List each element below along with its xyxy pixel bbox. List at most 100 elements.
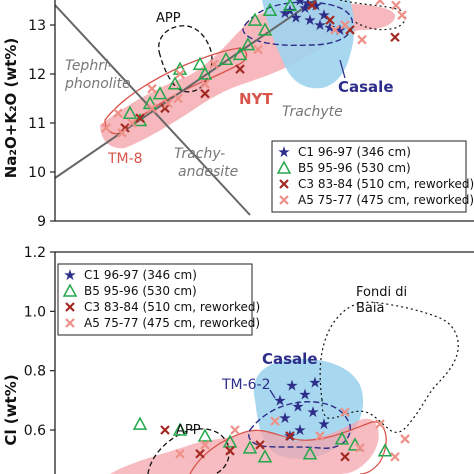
top-legend-symbol-3 bbox=[279, 195, 289, 205]
bottom-point-s1-4 bbox=[242, 440, 258, 454]
top-point-s3-17 bbox=[340, 20, 350, 30]
top-legend-symbol-1 bbox=[276, 160, 292, 174]
top-point-s0-4: ★ bbox=[317, 6, 330, 24]
top-legend-label-0: C1 96-97 (346 cm) bbox=[298, 145, 411, 159]
bottom-point-s3-2 bbox=[230, 425, 240, 435]
top-point-s1-1 bbox=[247, 12, 263, 26]
top-point-s0-1: ★ bbox=[301, 0, 314, 12]
tm-region-bottom bbox=[189, 421, 387, 474]
top-point-s3-2 bbox=[397, 10, 407, 20]
top-ylabel: Na₂O+K₂O (wt%) bbox=[2, 38, 20, 179]
top-point-s2-2 bbox=[390, 32, 400, 43]
top-plot-area: ★★★★ ★★ ★★★★ ★★ bbox=[55, 0, 407, 216]
top-point-s0-10: ★ bbox=[298, 0, 311, 17]
top-point-s3-13 bbox=[117, 128, 127, 138]
top-point-s3-16 bbox=[357, 34, 367, 45]
top-point-s0-5: ★ bbox=[289, 9, 302, 27]
bottom-point-s3-1 bbox=[200, 440, 210, 450]
top-point-s3-1 bbox=[391, 0, 401, 11]
bottom-tick-label-2: 1.0 bbox=[24, 304, 46, 320]
bottom-point-s3-6 bbox=[390, 451, 400, 462]
bottom-point-s1-7 bbox=[377, 443, 393, 457]
bottom-point-s2-2 bbox=[255, 440, 265, 450]
bottom-panel: ★★★★★★★★★★ 0.60.81.01.2 Cl (wt%) Fondi d… bbox=[2, 245, 474, 474]
top-tick-label-3: 12 bbox=[28, 67, 46, 83]
top-point-s3-9 bbox=[147, 103, 157, 114]
tm62-pointer bbox=[269, 389, 276, 399]
bottom-ylabel: Cl (wt%) bbox=[2, 374, 20, 445]
top-point-s3-0 bbox=[375, 0, 385, 6]
top-point-s3-3 bbox=[330, 25, 340, 35]
top-point-s1-5 bbox=[197, 66, 213, 80]
bottom-point-s2-4 bbox=[160, 425, 170, 435]
app-region-bottom bbox=[147, 428, 230, 474]
top-point-s2-7 bbox=[235, 64, 245, 74]
top-point-s3-7 bbox=[147, 83, 157, 94]
bottom-point-s1-8 bbox=[257, 449, 273, 463]
casale-pointer-top bbox=[339, 59, 346, 79]
region-label-app-bottom: APP bbox=[176, 423, 201, 438]
top-y-ticks: 9 10 11 12 13 bbox=[28, 18, 55, 230]
bottom-point-s1-1 bbox=[172, 422, 188, 436]
bottom-point-s3-9 bbox=[340, 407, 350, 417]
bottom-point-s3-4 bbox=[315, 431, 325, 441]
bottom-point-s1-9 bbox=[334, 431, 350, 445]
top-point-s3-14 bbox=[200, 79, 210, 89]
top-point-s1-8 bbox=[142, 95, 158, 110]
bottom-point-s2-3 bbox=[285, 431, 295, 441]
field-label-andesite: andesite bbox=[178, 164, 238, 180]
bottom-point-s2-1 bbox=[225, 446, 235, 456]
region-label-app-top: APP bbox=[156, 11, 181, 26]
bottom-legend-symbol-1 bbox=[62, 283, 78, 297]
field-label-trachyte: Trachyte bbox=[282, 104, 343, 120]
field-label-trachy: Trachy- bbox=[174, 146, 225, 162]
top-panel: ★★★★ ★★ ★★★★ ★★ 9 10 11 12 13 Na₂O+K₂O (wt%) Te… bbox=[2, 0, 474, 230]
bottom-point-s1-2 bbox=[197, 428, 213, 442]
top-data-points: ★★★★ ★★ ★★★★ ★★ bbox=[101, 0, 407, 138]
top-point-s2-4 bbox=[135, 113, 145, 123]
bottom-point-s0-1: ★ bbox=[285, 377, 298, 395]
top-point-s3-11 bbox=[127, 118, 137, 128]
bottom-point-s3-5 bbox=[355, 443, 365, 453]
top-point-s3-10 bbox=[113, 108, 123, 118]
bottom-legend-label-0: C1 96-97 (346 cm) bbox=[84, 268, 197, 282]
bottom-point-s0-7: ★ bbox=[317, 415, 330, 433]
top-tick-label-4: 13 bbox=[28, 18, 46, 34]
region-label-fondi: Fondi di bbox=[356, 285, 407, 300]
bottom-point-s3-8 bbox=[375, 419, 385, 429]
top-point-s1-12 bbox=[240, 37, 256, 51]
bottom-tick-label-3: 1.2 bbox=[24, 245, 46, 261]
bottom-point-s1-5 bbox=[302, 446, 318, 460]
casale-dashed-region-bottom bbox=[248, 401, 351, 449]
top-point-s1-7 bbox=[152, 86, 168, 100]
top-point-s3-6 bbox=[175, 69, 185, 79]
bottom-point-s0-4: ★ bbox=[291, 397, 304, 415]
bottom-point-s0-8: ★ bbox=[293, 421, 306, 439]
bottom-point-s2-0 bbox=[195, 448, 205, 459]
top-point-s2-3 bbox=[160, 103, 170, 114]
region-label-tm8: TM-8 bbox=[107, 151, 143, 167]
top-legend: ★ C1 96-97 (346 cm) B5 95-96 (530 cm) C3 83… bbox=[271, 140, 474, 213]
bottom-point-s0-5: ★ bbox=[306, 403, 319, 421]
region-label-casale-top: Casale bbox=[338, 78, 394, 96]
region-label-casale-bottom: Casale bbox=[262, 350, 318, 368]
bottom-point-s0-3: ★ bbox=[273, 391, 286, 409]
bottom-point-s0-6: ★ bbox=[278, 409, 291, 427]
bottom-point-s2-5 bbox=[340, 451, 350, 462]
top-point-s1-13 bbox=[232, 46, 248, 61]
top-point-s1-11 bbox=[282, 0, 298, 12]
top-point-s3-12 bbox=[101, 123, 111, 133]
region-label-baia: Baia bbox=[356, 301, 384, 316]
bottom-point-s1-0 bbox=[132, 416, 148, 430]
bottom-plot-area: ★★★★★★★★★★ bbox=[110, 301, 459, 474]
bottom-point-s3-3 bbox=[270, 416, 280, 426]
top-point-s3-15 bbox=[163, 98, 173, 109]
top-legend-label-2: C3 83-84 (510 cm, reworked) bbox=[298, 177, 474, 191]
region-label-nyt: NYT bbox=[239, 90, 273, 108]
top-point-s2-5 bbox=[120, 123, 130, 133]
bottom-tick-label-0: 0.6 bbox=[24, 423, 46, 439]
top-legend-box bbox=[271, 140, 467, 213]
top-point-s3-4 bbox=[253, 44, 263, 55]
bottom-legend-symbol-2 bbox=[65, 302, 75, 312]
fondi-di-baia-region bbox=[319, 301, 459, 433]
